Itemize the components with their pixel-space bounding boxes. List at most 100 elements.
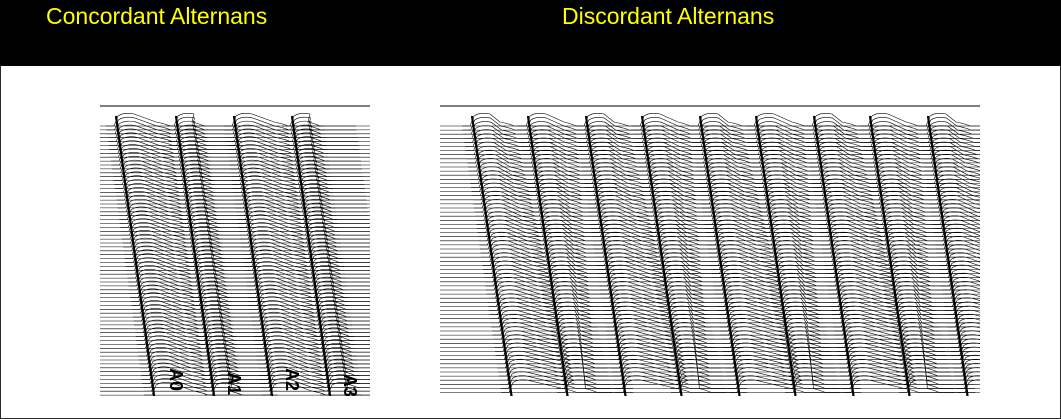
beat-trace (601, 285, 705, 299)
beat-trace (724, 346, 833, 360)
beat-trace (927, 174, 980, 188)
beat-trace (143, 378, 244, 392)
beat-trace (258, 358, 359, 372)
beat-trace (313, 335, 370, 349)
beat-trace (289, 163, 364, 177)
beat-trace (939, 256, 980, 270)
beat-trace (484, 264, 586, 278)
beat-trace (539, 260, 624, 274)
beat-trace (709, 248, 810, 262)
beat-trace (705, 219, 804, 233)
beat-trace (720, 318, 827, 332)
beat-trace (302, 257, 370, 271)
beat-trace (939, 260, 980, 274)
beat-trace (782, 363, 860, 377)
beat-trace (768, 268, 853, 283)
beat-trace (785, 379, 862, 393)
beat-trace (729, 379, 841, 393)
beat-trace (949, 330, 980, 344)
beat-trace (125, 249, 226, 263)
beat-trace (585, 178, 680, 192)
beat-trace (747, 125, 841, 139)
beat-trace (834, 322, 942, 336)
beat-trace (774, 305, 856, 319)
beat-trace (481, 248, 582, 262)
beat-trace (553, 354, 632, 369)
beat-trace (771, 285, 854, 299)
beat-trace (582, 154, 674, 168)
beat-trace (494, 334, 603, 348)
beat-trace (949, 326, 980, 340)
beat-trace (466, 141, 557, 155)
beat-trace (289, 167, 364, 181)
beat-trace (598, 264, 700, 278)
beat-trace (308, 304, 370, 318)
beat-trace (750, 145, 843, 160)
beat-trace (668, 363, 746, 377)
beat-trace (878, 236, 964, 250)
beat-trace (761, 215, 849, 229)
beat-trace (723, 338, 831, 352)
beat-trace (612, 359, 722, 373)
beat-trace (113, 167, 214, 181)
beat-trace (940, 268, 980, 283)
beat-trace (954, 363, 980, 377)
beat-trace (292, 187, 367, 201)
beat-trace (585, 174, 679, 188)
beat-trace (864, 145, 957, 160)
beat-trace (643, 190, 733, 205)
beat-trace (294, 198, 369, 213)
beat-trace (883, 272, 967, 287)
beat-trace (692, 129, 782, 143)
beat-trace (291, 179, 366, 193)
beat-trace (714, 281, 818, 295)
beat-trace (468, 154, 560, 168)
beat-trace (555, 371, 633, 385)
beat-trace (237, 206, 338, 220)
beat-trace (783, 367, 861, 381)
beat-trace (894, 346, 973, 360)
beat-trace (884, 281, 968, 295)
beat-trace (836, 334, 945, 348)
beat-trace (293, 191, 367, 205)
beat-trace (755, 178, 846, 192)
beat-trace (656, 281, 740, 295)
beat-trace (825, 260, 927, 274)
beat-trace (647, 219, 735, 233)
beat-trace (474, 195, 570, 209)
beat-trace (546, 309, 628, 324)
beat-trace (636, 145, 729, 160)
beat-trace (136, 327, 237, 341)
beat-trace (919, 125, 980, 139)
beat-trace (486, 277, 589, 291)
beat-trace (872, 199, 961, 213)
beat-trace (832, 309, 939, 324)
beat-trace (653, 260, 738, 274)
beat-trace (706, 227, 805, 242)
beat-trace (297, 222, 370, 236)
beat-trace (501, 379, 613, 393)
beat-trace (934, 227, 980, 242)
beat-trace (313, 339, 370, 353)
beat-trace (226, 128, 327, 142)
beat-trace (487, 285, 591, 299)
beat-trace (892, 334, 972, 348)
beat-trace (869, 174, 959, 188)
beat-trace (284, 128, 359, 142)
beat-trace (543, 285, 626, 299)
beat-trace (469, 166, 563, 180)
beat-trace (231, 163, 332, 177)
beat-trace (950, 334, 980, 348)
beat-trace (838, 346, 947, 360)
beat-trace (807, 133, 897, 147)
beat-trace (126, 257, 227, 271)
beat-trace (287, 152, 362, 166)
beat-trace (923, 149, 980, 164)
beat-trace (235, 191, 335, 205)
beat-trace (248, 284, 349, 298)
beat-trace (647, 215, 735, 229)
beat-trace (804, 117, 893, 131)
beat-trace (711, 256, 812, 270)
beat-trace (927, 178, 980, 192)
beat-trace (556, 375, 633, 389)
